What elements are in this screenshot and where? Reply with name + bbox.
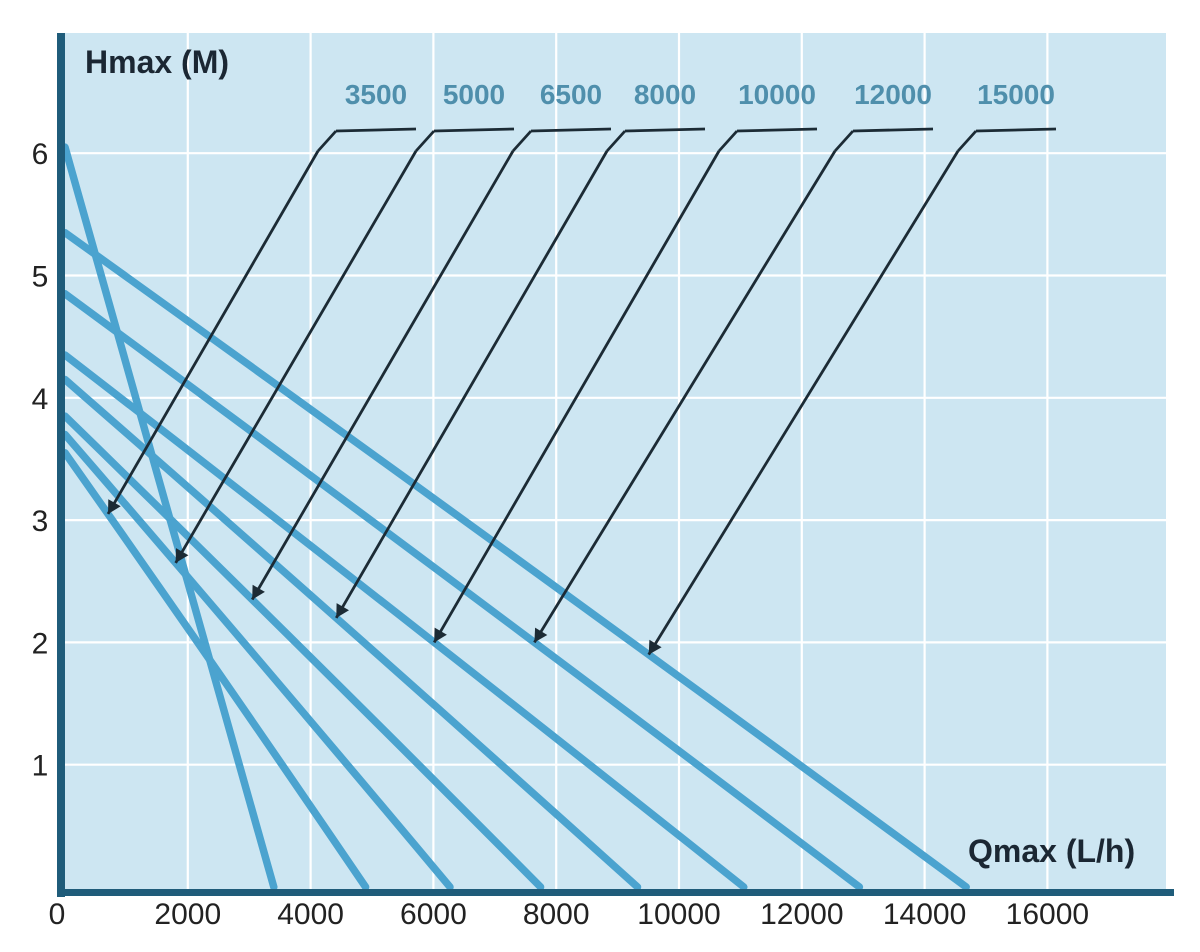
svg-text:5: 5 xyxy=(32,261,49,294)
svg-text:1: 1 xyxy=(32,750,49,783)
svg-text:2000: 2000 xyxy=(154,898,221,931)
svg-text:2: 2 xyxy=(32,627,49,660)
svg-text:8000: 8000 xyxy=(634,79,696,110)
svg-text:Qmax (L/h): Qmax (L/h) xyxy=(968,833,1135,869)
svg-text:3500: 3500 xyxy=(345,79,407,110)
svg-text:4000: 4000 xyxy=(277,898,344,931)
svg-text:12000: 12000 xyxy=(760,898,843,931)
svg-text:12000: 12000 xyxy=(854,79,932,110)
svg-text:10000: 10000 xyxy=(738,79,816,110)
svg-text:0: 0 xyxy=(49,898,66,931)
svg-text:Hmax (M): Hmax (M) xyxy=(85,44,229,80)
svg-text:4: 4 xyxy=(32,383,49,416)
svg-text:6: 6 xyxy=(32,138,49,171)
svg-text:5000: 5000 xyxy=(443,79,505,110)
svg-text:8000: 8000 xyxy=(523,898,590,931)
svg-text:10000: 10000 xyxy=(637,898,720,931)
svg-text:6500: 6500 xyxy=(540,79,602,110)
svg-text:16000: 16000 xyxy=(1006,898,1089,931)
svg-text:3: 3 xyxy=(32,505,49,538)
svg-text:6000: 6000 xyxy=(400,898,467,931)
svg-text:15000: 15000 xyxy=(977,79,1055,110)
svg-text:14000: 14000 xyxy=(883,898,966,931)
